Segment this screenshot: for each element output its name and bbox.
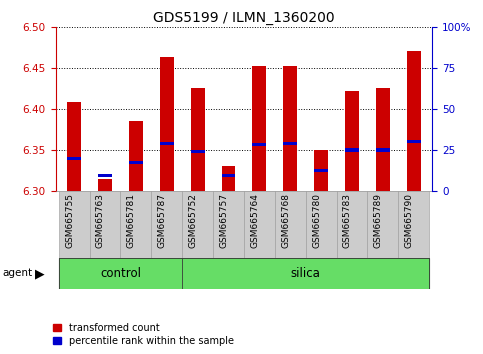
- Text: GSM665757: GSM665757: [219, 193, 228, 248]
- Text: GSM665768: GSM665768: [281, 193, 290, 248]
- Text: agent: agent: [2, 268, 32, 279]
- Bar: [151, 191, 182, 258]
- Bar: [129, 121, 143, 191]
- Bar: [306, 191, 337, 258]
- Bar: [345, 91, 359, 191]
- Bar: [182, 191, 213, 258]
- Text: GSM665790: GSM665790: [405, 193, 414, 248]
- Bar: [98, 179, 112, 191]
- Bar: [129, 161, 143, 164]
- Bar: [182, 258, 429, 289]
- Text: GSM665781: GSM665781: [127, 193, 136, 248]
- Bar: [407, 140, 421, 143]
- Text: control: control: [100, 267, 141, 280]
- Text: GSM665780: GSM665780: [312, 193, 321, 248]
- Bar: [244, 191, 275, 258]
- Bar: [222, 174, 235, 177]
- Text: GSM665763: GSM665763: [96, 193, 105, 248]
- Bar: [67, 102, 81, 191]
- Bar: [284, 66, 297, 191]
- Bar: [314, 169, 328, 172]
- Text: GSM665783: GSM665783: [343, 193, 352, 248]
- Bar: [160, 142, 174, 145]
- Bar: [120, 191, 151, 258]
- Bar: [376, 148, 390, 152]
- Text: GSM665752: GSM665752: [188, 193, 198, 248]
- Bar: [253, 66, 266, 191]
- Text: GSM665789: GSM665789: [374, 193, 383, 248]
- Bar: [191, 150, 204, 153]
- Bar: [67, 156, 81, 160]
- Bar: [58, 258, 182, 289]
- Bar: [337, 191, 368, 258]
- Text: GSM665755: GSM665755: [65, 193, 74, 248]
- Bar: [253, 143, 266, 146]
- Bar: [58, 191, 89, 258]
- Text: GDS5199 / ILMN_1360200: GDS5199 / ILMN_1360200: [153, 11, 335, 25]
- Bar: [368, 191, 398, 258]
- Bar: [222, 166, 235, 191]
- Bar: [89, 191, 120, 258]
- Legend: transformed count, percentile rank within the sample: transformed count, percentile rank withi…: [53, 323, 234, 346]
- Bar: [98, 174, 112, 177]
- Bar: [160, 57, 174, 191]
- Bar: [213, 191, 244, 258]
- Text: ▶: ▶: [35, 267, 45, 280]
- Bar: [345, 148, 359, 152]
- Text: GSM665787: GSM665787: [158, 193, 167, 248]
- Bar: [284, 142, 297, 145]
- Bar: [314, 150, 328, 191]
- Bar: [407, 51, 421, 191]
- Bar: [191, 88, 204, 191]
- Text: silica: silica: [291, 267, 321, 280]
- Bar: [275, 191, 306, 258]
- Bar: [376, 88, 390, 191]
- Text: GSM665764: GSM665764: [250, 193, 259, 248]
- Bar: [398, 191, 429, 258]
